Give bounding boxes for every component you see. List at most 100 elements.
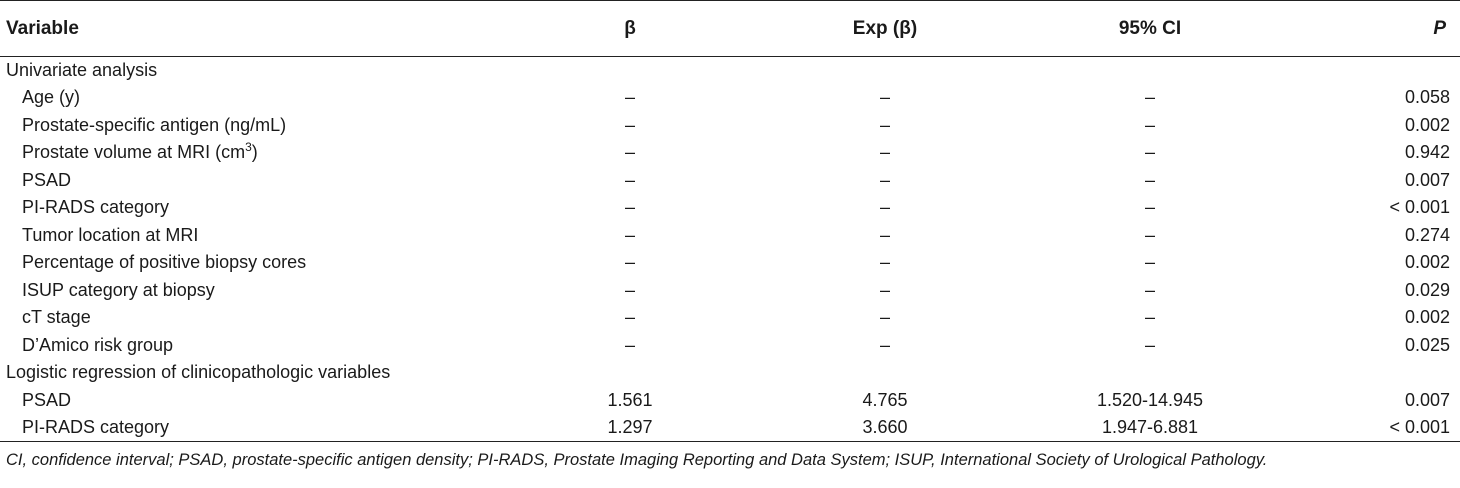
row-label-text: Prostate-specific antigen (ng/mL) bbox=[22, 114, 287, 135]
cell-beta: 1.297 bbox=[500, 414, 760, 442]
cell-p: < 0.001 bbox=[1290, 414, 1460, 442]
header-beta: β bbox=[500, 0, 760, 57]
cell-p: 0.942 bbox=[1404, 142, 1450, 163]
cell-p: 0.274 bbox=[1404, 224, 1450, 245]
cell-ci: – bbox=[1144, 334, 1155, 355]
cell-exp-beta: – bbox=[879, 87, 890, 108]
cell-beta: – bbox=[624, 169, 635, 190]
row-label-text: PI-RADS category bbox=[22, 197, 170, 218]
cell-ci: – bbox=[1144, 307, 1155, 328]
row-label-text: PI-RADS category bbox=[22, 417, 170, 437]
cell-p: 0.002 bbox=[1404, 252, 1450, 273]
cell-ci: – bbox=[1144, 279, 1155, 300]
row-label-text: Age (y) bbox=[22, 87, 81, 108]
cell-p: 0.025 bbox=[1404, 334, 1450, 355]
cell-exp-beta: – bbox=[879, 334, 890, 355]
header-p: P bbox=[1290, 0, 1460, 57]
cell-beta: – bbox=[624, 197, 635, 218]
cell-exp-beta: – bbox=[879, 279, 890, 300]
cell-ci: – bbox=[1144, 197, 1155, 218]
cell-p: < 0.001 bbox=[1389, 197, 1450, 218]
row-label: PSAD bbox=[0, 387, 500, 415]
row-label: ISUP category at biopsy bbox=[0, 277, 500, 305]
section-title: Logistic regression of clinicopathologic… bbox=[6, 362, 391, 383]
row-label-text: cT stage bbox=[22, 307, 91, 328]
cell-exp-beta: 3.660 bbox=[760, 414, 1010, 442]
row-label: PSAD bbox=[0, 167, 500, 195]
cell-exp-beta: 4.765 bbox=[862, 389, 908, 410]
row-label: D’Amico risk group bbox=[0, 332, 500, 360]
cell-p: 0.007 bbox=[1404, 169, 1450, 190]
row-label-text: Prostate volume at MRI (cm bbox=[22, 142, 246, 163]
table-row: PI-RADS category 1.297 3.660 1.947-6.881 < 0… bbox=[0, 414, 1460, 442]
row-label-suffix: ) bbox=[251, 142, 258, 163]
row-label-text: ISUP category at biopsy bbox=[22, 279, 215, 300]
section-row: Logistic regression of clinicopathologic… bbox=[0, 359, 1460, 387]
cell-beta: – bbox=[624, 224, 635, 245]
cell-p: 0.002 bbox=[1404, 307, 1450, 328]
cell-exp-beta: – bbox=[879, 142, 890, 163]
cell-ci: – bbox=[1144, 114, 1155, 135]
row-label-text: Percentage of positive biopsy cores bbox=[22, 252, 307, 273]
cell-exp-beta: – bbox=[879, 169, 890, 190]
table-row: cT stage – – – 0.002 bbox=[0, 304, 1460, 332]
cell-ci: – bbox=[1144, 87, 1155, 108]
cell-beta: – bbox=[624, 279, 635, 300]
row-label: Prostate volume at MRI (cm3) bbox=[0, 139, 500, 167]
table-footnote: CI, confidence interval; PSAD, prostate-… bbox=[6, 451, 1268, 469]
cell-beta: – bbox=[624, 252, 635, 273]
table-row: PSAD – – – 0.007 bbox=[0, 167, 1460, 195]
table-row: Percentage of positive biopsy cores – – – 0.… bbox=[0, 249, 1460, 277]
table-row: PSAD 1.561 4.765 1.520-14.945 0.007 bbox=[0, 387, 1460, 415]
table-row: PI-RADS category – – – < 0.001 bbox=[0, 194, 1460, 222]
cell-beta: – bbox=[624, 87, 635, 108]
header-row: Variable β Exp (β) 95% CI P bbox=[0, 0, 1460, 57]
cell-ci: – bbox=[1144, 169, 1155, 190]
cell-ci: 1.947-6.881 bbox=[1010, 414, 1290, 442]
header-ci: 95% CI bbox=[1010, 0, 1290, 57]
table-row: Prostate volume at MRI (cm3) – – – 0.942 bbox=[0, 139, 1460, 167]
cell-p: 0.029 bbox=[1404, 279, 1450, 300]
cell-exp-beta: – bbox=[879, 307, 890, 328]
cell-ci: 1.520-14.945 bbox=[1096, 389, 1204, 410]
row-label: PI-RADS category bbox=[0, 414, 500, 442]
table-row: Age (y) – – – 0.058 bbox=[0, 84, 1460, 112]
cell-p: 0.002 bbox=[1404, 114, 1450, 135]
header-p-text: P bbox=[1433, 17, 1446, 39]
row-label-text: PSAD bbox=[22, 389, 72, 410]
cell-exp-beta: – bbox=[879, 224, 890, 245]
cell-exp-beta: – bbox=[879, 252, 890, 273]
results-table: Variable β Exp (β) 95% CI P Univariate a… bbox=[0, 0, 1460, 442]
table-row: ISUP category at biopsy – – – 0.029 bbox=[0, 277, 1460, 305]
cell-beta: – bbox=[624, 114, 635, 135]
cell-ci: – bbox=[1144, 224, 1155, 245]
cell-exp-beta: – bbox=[879, 114, 890, 135]
row-label: Tumor location at MRI bbox=[0, 222, 500, 250]
cell-ci: – bbox=[1144, 252, 1155, 273]
header-exp-beta: Exp (β) bbox=[760, 0, 1010, 57]
section-row: Univariate analysis bbox=[0, 57, 1460, 85]
section-title: Univariate analysis bbox=[6, 60, 158, 80]
cell-exp-beta: – bbox=[879, 197, 890, 218]
table-body: Univariate analysis Age (y) – – – 0.058 Prosta… bbox=[0, 57, 1460, 442]
cell-ci: – bbox=[1144, 142, 1155, 163]
cell-beta: – bbox=[624, 334, 635, 355]
cell-p: 0.007 bbox=[1404, 389, 1450, 410]
table-row: Prostate-specific antigen (ng/mL) – – – 0.00… bbox=[0, 112, 1460, 140]
row-label: Prostate-specific antigen (ng/mL) bbox=[0, 112, 500, 140]
row-label-text: PSAD bbox=[22, 169, 72, 190]
header-variable: Variable bbox=[0, 0, 500, 57]
cell-beta: – bbox=[624, 307, 635, 328]
row-label-superscript: 3 bbox=[245, 140, 252, 155]
row-label: Age (y) bbox=[0, 84, 500, 112]
table-row: Tumor location at MRI – – – 0.274 bbox=[0, 222, 1460, 250]
table-row: D’Amico risk group – – – 0.025 bbox=[0, 332, 1460, 360]
row-label: PI-RADS category bbox=[0, 194, 500, 222]
cell-beta: – bbox=[624, 142, 635, 163]
row-label-text: D’Amico risk group bbox=[22, 334, 174, 355]
cell-p: 0.058 bbox=[1404, 87, 1450, 108]
row-label: cT stage bbox=[0, 304, 500, 332]
row-label: Percentage of positive biopsy cores bbox=[0, 249, 500, 277]
row-label-text: Tumor location at MRI bbox=[22, 224, 199, 245]
